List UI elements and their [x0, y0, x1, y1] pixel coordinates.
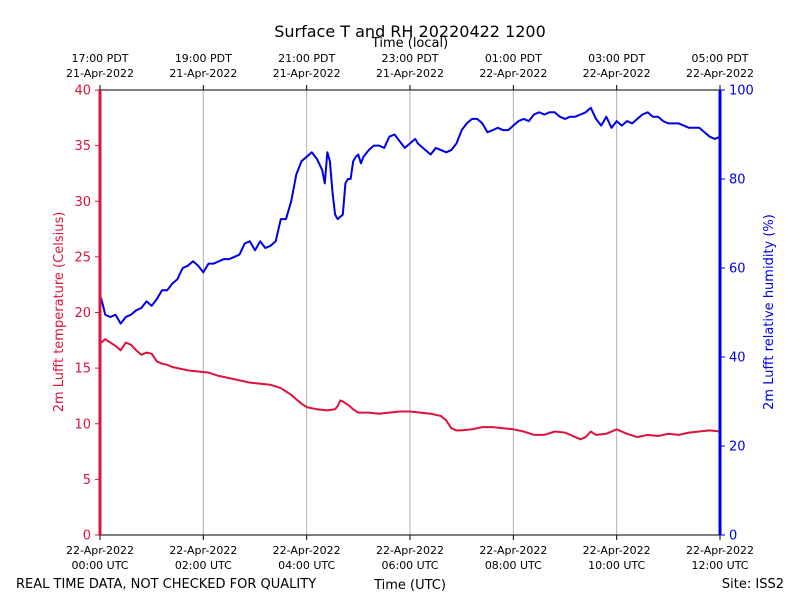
y-tick-label-left: 5 — [83, 473, 91, 488]
x-tick-label-bottom-date: 22-Apr-2022 — [686, 544, 754, 557]
x-tick-label-top-time: 03:00 PDT — [588, 52, 645, 65]
x-tick-label-top-date: 21-Apr-2022 — [169, 67, 237, 80]
x-tick-label-bottom-date: 22-Apr-2022 — [479, 544, 547, 557]
x-tick-label-top-time: 17:00 PDT — [71, 52, 128, 65]
y-tick-label-left: 15 — [74, 362, 91, 377]
x-tick-label-top-time: 21:00 PDT — [278, 52, 335, 65]
right-y-axis-ticks: 0 20 40 60 80 100 — [720, 84, 754, 544]
x-tick-label-top-time: 23:00 PDT — [381, 52, 438, 65]
y-tick-label-right: 0 — [729, 529, 737, 544]
top-x-axis-ticks: 17:00 PDT 21-Apr-2022 19:00 PDT 21-Apr-2022… — [66, 52, 754, 90]
x-tick-label-bottom-date: 22-Apr-2022 — [376, 544, 444, 557]
x-tick-label-top-date: 22-Apr-2022 — [583, 67, 651, 80]
y-tick-label-left: 20 — [74, 306, 91, 321]
x-tick-label-top-date: 22-Apr-2022 — [686, 67, 754, 80]
x-tick-label-bottom-time: 04:00 UTC — [278, 559, 335, 572]
x-tick-label-top-date: 21-Apr-2022 — [376, 67, 444, 80]
y-tick-label-right: 100 — [729, 84, 754, 99]
y-tick-label-left: 30 — [74, 195, 91, 210]
left-y-axis-ticks: 0 5 10 15 20 25 30 35 40 — [74, 84, 100, 544]
y-tick-label-left: 40 — [74, 84, 91, 99]
y-tick-label-right: 20 — [729, 440, 746, 455]
x-tick-label-bottom-date: 22-Apr-2022 — [169, 544, 237, 557]
y-tick-label-left: 25 — [74, 250, 91, 265]
y-tick-label-right: 60 — [729, 262, 746, 277]
right-y-axis-label: 2m Lufft relative humidity (%) — [762, 214, 777, 410]
quality-disclaimer: REAL TIME DATA, NOT CHECKED FOR QUALITY — [16, 577, 316, 592]
x-tick-label-bottom-time: 08:00 UTC — [485, 559, 542, 572]
vertical-gridlines — [202, 90, 618, 535]
x-tick-label-bottom-date: 22-Apr-2022 — [273, 544, 341, 557]
x-tick-label-bottom-time: 02:00 UTC — [175, 559, 232, 572]
x-tick-label-top-time: 19:00 PDT — [175, 52, 232, 65]
y-tick-label-left: 35 — [74, 139, 91, 154]
left-y-axis-label: 2m Lufft temperature (Celsius) — [52, 212, 67, 413]
x-tick-label-top-date: 21-Apr-2022 — [66, 67, 134, 80]
x-tick-label-bottom-date: 22-Apr-2022 — [583, 544, 651, 557]
top-axis-label: Time (local) — [371, 36, 448, 51]
y-tick-label-right: 40 — [729, 351, 746, 366]
x-tick-label-bottom-time: 06:00 UTC — [381, 559, 438, 572]
bottom-x-axis-ticks: 22-Apr-2022 00:00 UTC 22-Apr-2022 02:00 UTC… — [66, 535, 754, 572]
series-line-temperature — [99, 338, 721, 441]
bottom-x-axis-label: Time (UTC) — [373, 578, 446, 593]
y-tick-label-left: 0 — [83, 529, 91, 544]
x-tick-label-top-date: 21-Apr-2022 — [273, 67, 341, 80]
x-tick-label-bottom-time: 10:00 UTC — [588, 559, 645, 572]
y-tick-label-right: 80 — [729, 173, 746, 188]
site-label: Site: ISS2 — [722, 577, 784, 592]
x-tick-label-top-time: 05:00 PDT — [691, 52, 748, 65]
x-tick-label-bottom-time: 00:00 UTC — [71, 559, 128, 572]
x-tick-label-bottom-time: 12:00 UTC — [691, 559, 748, 572]
series-line-humidity — [99, 106, 721, 325]
y-tick-label-left: 10 — [74, 417, 91, 432]
chart-title: Surface T and RH 20220422 1200 — [274, 22, 546, 41]
x-tick-label-top-date: 22-Apr-2022 — [479, 67, 547, 80]
x-tick-label-top-time: 01:00 PDT — [485, 52, 542, 65]
x-tick-label-bottom-date: 22-Apr-2022 — [66, 544, 134, 557]
